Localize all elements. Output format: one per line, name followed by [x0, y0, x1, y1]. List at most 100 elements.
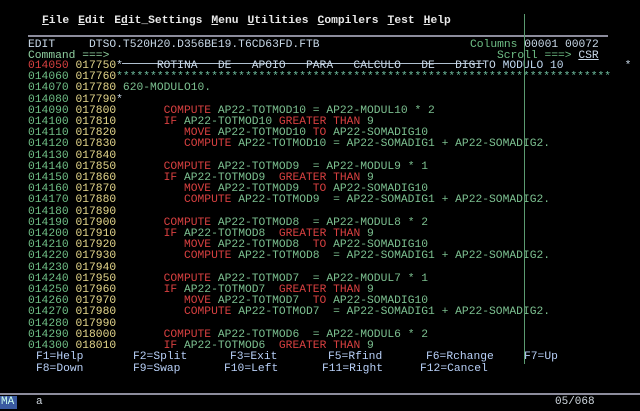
edit-mode: EDIT [28, 39, 56, 51]
source-text: MOVE [183, 183, 212, 196]
source-line[interactable]: 014180 017890 [28, 205, 116, 218]
source-line[interactable]: 014260 017970 MOVE AP22-TOTMOD7 TO AP22-… [28, 296, 428, 307]
source-text: AP22-TOTMOD10 = AP22-SOMADIG1 + AP22-SOM… [231, 138, 551, 151]
source-line[interactable]: 014210 017920 MOVE AP22-TOTMOD8 TO AP22-… [28, 240, 428, 251]
source-line[interactable]: 014050 017750* ROTINA DE APOIO PARA CALC… [28, 60, 631, 72]
line-number[interactable]: 014100 [28, 116, 69, 128]
line-number[interactable]: 014260 [28, 295, 69, 308]
source-line[interactable]: 014070 017780 620-MODULO10. [28, 83, 211, 94]
source-line[interactable]: 014060 017760***************************… [28, 72, 611, 83]
status-indicator: MA [0, 396, 18, 409]
line-number[interactable]: 014180 [28, 205, 69, 218]
fkey-f10[interactable]: F10=Left [224, 363, 279, 375]
line-number[interactable]: 014240 [28, 272, 69, 285]
source-line[interactable]: 014300 018010 IF AP22-TOTMOD6 GREATER TH… [28, 340, 374, 352]
fkey-f12[interactable]: F12=Cancel [420, 363, 488, 375]
line-number[interactable]: 014090 [28, 104, 69, 117]
source-line[interactable]: 014090 017800 COMPUTE AP22-TOTMOD10 = AP… [28, 104, 435, 117]
menu-item-Utilities[interactable]: Utilities [247, 15, 309, 27]
line-number[interactable]: 014050 [28, 60, 69, 72]
fkey-f3[interactable]: F3=Exit [230, 351, 278, 363]
line-number[interactable]: 014140 [28, 160, 69, 173]
sequence-number: 017960 [68, 284, 117, 296]
line-number[interactable]: 014170 [28, 194, 69, 207]
source-line[interactable]: 014080 017790* [28, 93, 123, 106]
source-text: AP22-TOTMOD7 [211, 295, 313, 308]
source-text: 9 [360, 284, 374, 296]
source-line[interactable]: 014250 017960 IF AP22-TOTMOD7 GREATER TH… [28, 284, 374, 296]
line-number[interactable]: 014130 [28, 149, 69, 162]
fkey-f6[interactable]: F6=Rchange [426, 351, 494, 363]
source-line[interactable]: 014280 017990 [28, 317, 116, 330]
dataset-name: DTSO.T520H20.D356BE19.T6CD63FD.FTB [89, 39, 320, 51]
line-number[interactable]: 014150 [28, 172, 69, 184]
line-number[interactable]: 014060 [28, 71, 69, 84]
menu-item-Menu[interactable]: Menu [211, 15, 239, 27]
source-text [116, 183, 184, 195]
source-text: AP22-TOTMOD10 = AP22-MODUL10 * 2 [211, 104, 435, 117]
line-number[interactable]: 014300 [28, 340, 69, 352]
source-text: AP22-TOTMOD9 [177, 172, 279, 184]
source-text: ****************************************… [116, 71, 612, 84]
source-line[interactable]: 014270 017980 COMPUTE AP22-TOTMOD7 = AP2… [28, 307, 550, 318]
fkey-f8[interactable]: F8=Down [36, 363, 84, 375]
source-text: * [116, 93, 123, 106]
menu-item-Edit_Settings[interactable]: Edit_Settings [114, 15, 203, 27]
fkey-f7[interactable]: F7=Up [524, 351, 558, 363]
line-number[interactable]: 014270 [28, 306, 69, 319]
fkey-f11[interactable]: F11=Right [322, 363, 384, 375]
line-number[interactable]: 014230 [28, 261, 69, 274]
source-line[interactable]: 014160 017870 MOVE AP22-TOTMOD9 TO AP22-… [28, 184, 428, 195]
line-number[interactable]: 014070 [28, 82, 69, 95]
source-line[interactable]: 014130 017840 [28, 149, 116, 162]
source-line[interactable]: 014290 018000 COMPUTE AP22-TOTMOD6 = AP2… [28, 328, 429, 341]
source-line[interactable]: 014190 017900 COMPUTE AP22-TOTMOD8 = AP2… [28, 216, 429, 229]
line-number[interactable]: 014080 [28, 93, 69, 106]
line-number[interactable]: 014250 [28, 284, 69, 296]
line-number[interactable]: 014160 [28, 183, 69, 196]
scroll-input[interactable]: CSR [578, 50, 599, 62]
source-line[interactable]: 014200 017910 IF AP22-TOTMOD8 GREATER TH… [28, 228, 374, 240]
line-number[interactable]: 014290 [28, 328, 69, 341]
source-line[interactable]: 014230 017940 [28, 261, 116, 274]
source-text [116, 295, 184, 307]
source-line[interactable]: 014220 017930 COMPUTE AP22-TOTMOD8 = AP2… [28, 251, 550, 262]
line-number[interactable]: 014210 [28, 239, 69, 252]
source-line[interactable]: 014170 017880 COMPUTE AP22-TOTMOD9 = AP2… [28, 195, 550, 206]
menu-item-Compilers[interactable]: Compilers [317, 15, 379, 27]
sequence-number: 017970 [68, 295, 117, 308]
line-number[interactable]: 014110 [28, 127, 69, 140]
line-number[interactable]: 014190 [28, 216, 69, 229]
source-text: 9 [360, 340, 374, 352]
source-line[interactable]: 014140 017850 COMPUTE AP22-TOTMOD9 = AP2… [28, 160, 428, 173]
source-text: TO [312, 295, 327, 308]
line-number[interactable]: 014120 [28, 138, 69, 151]
menu-item-Help[interactable]: Help [423, 15, 451, 27]
source-text: AP22-TOTMOD6 = AP22-MODUL6 * 2 [211, 328, 429, 341]
fkey-f2[interactable]: F2=Split [133, 351, 188, 363]
source-text: AP22-SOMADIG10 [326, 239, 429, 252]
menu-item-File[interactable]: File [42, 15, 70, 27]
sequence-number: 018010 [68, 340, 117, 352]
source-text: MOVE [183, 127, 212, 140]
source-line[interactable]: 014240 017950 COMPUTE AP22-TOTMOD7 = AP2… [28, 272, 428, 285]
source-text: COMPUTE [183, 306, 232, 319]
source-line[interactable]: 014100 017810 IF AP22-TOTMOD10 GREATER T… [28, 116, 374, 128]
fkey-f1[interactable]: F1=Help [36, 351, 84, 363]
sequence-number: 017950 [68, 272, 117, 285]
menu-item-Test[interactable]: Test [387, 15, 415, 27]
source-line[interactable]: 014150 017860 IF AP22-TOTMOD9 GREATER TH… [28, 172, 374, 184]
source-text: 620-MODULO10. [116, 82, 212, 95]
source-line[interactable]: 014110 017820 MOVE AP22-TOTMOD10 TO AP22… [28, 128, 428, 139]
source-line[interactable]: 014120 017830 COMPUTE AP22-TOTMOD10 = AP… [28, 139, 550, 150]
line-number[interactable]: 014280 [28, 317, 69, 330]
line-number[interactable]: 014200 [28, 228, 69, 240]
menu-item-Edit[interactable]: Edit [78, 15, 106, 27]
fkey-f5[interactable]: F5=Rfind [328, 351, 383, 363]
source-text: AP22-TOTMOD8 = AP22-MODUL8 * 2 [211, 216, 429, 229]
sequence-number: 017790 [68, 93, 117, 106]
fkey-f9[interactable]: F9=Swap [133, 363, 181, 375]
source-text: COMPUTE [183, 194, 232, 207]
line-number[interactable]: 014220 [28, 250, 69, 263]
source-text: COMPUTE [163, 272, 212, 285]
